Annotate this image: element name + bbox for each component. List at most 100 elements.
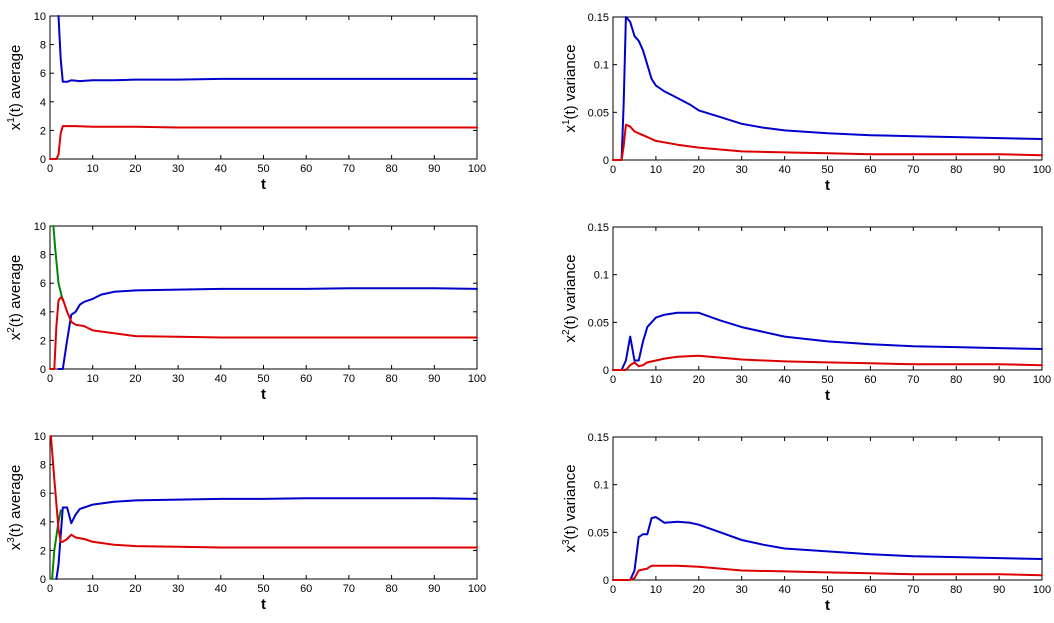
y-label-var: x	[7, 122, 24, 130]
x-tick-label: 20	[693, 164, 705, 176]
axes-frame	[49, 225, 478, 370]
y-label-var: x	[7, 332, 24, 340]
y-label-var: x	[562, 125, 579, 133]
series-blue-line	[612, 516, 1043, 581]
series-red-line	[49, 296, 478, 370]
y-label-superscript: 3	[6, 537, 17, 543]
y-tick-label: 2	[40, 335, 46, 347]
y-tick-label: 6	[40, 68, 46, 80]
x-tick-label: 40	[778, 584, 790, 596]
y-tick-label: 4	[40, 307, 46, 319]
y-tick-label: 4	[40, 517, 46, 529]
x-tick-label: 100	[1033, 164, 1051, 176]
x-tick-label: 20	[693, 584, 705, 596]
subplot-4: 0 10 20 30 40 50 60 70 80 90 100 0 0.05 0.1 0.15 t x2(t)…	[561, 222, 1051, 404]
x-tick-label: 70	[343, 373, 355, 385]
y-tick-label: 4	[40, 97, 46, 109]
y-axis-label: x1(t) average	[6, 45, 24, 131]
y-axis-label: x3(t) variance	[561, 464, 579, 552]
x-tick-label: 10	[650, 584, 662, 596]
subplot-2: 0 10 20 30 40 50 60 70 80 90 100 0 0.05 0.1 0.15 t x1(t)…	[561, 12, 1051, 194]
y-label-var: x	[562, 335, 579, 343]
x-axis-label: t	[825, 387, 830, 404]
y-label-rest: (t) variance	[562, 464, 579, 539]
x-tick-label: 50	[257, 373, 269, 385]
series-blue-line	[612, 311, 1043, 371]
subplot-6: 0 10 20 30 40 50 60 70 80 90 100 0 0.05 0.1 0.15 t x3(t)…	[561, 432, 1051, 614]
y-tick-label: 0	[40, 574, 46, 586]
x-tick-label: 10	[87, 163, 99, 175]
x-tick-label: 60	[864, 584, 876, 596]
x-tick-label: 90	[993, 584, 1005, 596]
x-tick-label: 30	[736, 374, 748, 386]
x-tick-label: 40	[778, 164, 790, 176]
x-tick-label: 10	[87, 373, 99, 385]
y-tick-label: 10	[34, 221, 46, 233]
x-tick-label: 100	[1033, 584, 1051, 596]
x-tick-label: 50	[257, 163, 269, 175]
x-tick-label: 60	[864, 164, 876, 176]
x-tick-label: 90	[428, 163, 440, 175]
x-tick-label: 50	[821, 374, 833, 386]
y-label-superscript: 2	[561, 329, 572, 335]
x-tick-label: 60	[300, 373, 312, 385]
y-tick-label: 2	[40, 545, 46, 557]
series-red-line	[612, 123, 1043, 161]
y-label-rest: (t) average	[7, 255, 24, 328]
y-tick-label: 0	[40, 364, 46, 376]
x-tick-label: 50	[821, 164, 833, 176]
y-tick-label: 6	[40, 488, 46, 500]
y-label-rest: (t) average	[7, 465, 24, 538]
series-blue-line	[612, 16, 1043, 161]
x-tick-label: 20	[129, 163, 141, 175]
series-red-line	[49, 435, 478, 549]
x-tick-label: 100	[468, 373, 486, 385]
x-axis-label: t	[261, 176, 266, 193]
y-axis-label: x2(t) average	[6, 255, 24, 341]
series-blue-line	[57, 15, 478, 83]
x-tick-label: 0	[610, 374, 616, 386]
y-axis-label: x1(t) variance	[561, 44, 579, 132]
y-label-rest: (t) average	[7, 45, 24, 118]
y-tick-label: 0.05	[588, 107, 609, 119]
x-tick-label: 30	[736, 164, 748, 176]
x-axis-label: t	[825, 597, 830, 614]
y-axis-label: x2(t) variance	[561, 254, 579, 342]
x-tick-label: 80	[385, 583, 397, 595]
y-tick-label: 0	[603, 155, 609, 167]
x-tick-label: 70	[343, 583, 355, 595]
y-label-superscript: 3	[561, 539, 572, 545]
series-red-line	[49, 125, 478, 160]
x-tick-label: 80	[950, 164, 962, 176]
series-green-line	[51, 509, 62, 580]
series-blue-line	[55, 497, 478, 580]
x-tick-label: 0	[47, 163, 53, 175]
x-tick-label: 70	[907, 164, 919, 176]
x-tick-label: 20	[129, 583, 141, 595]
x-tick-label: 90	[428, 373, 440, 385]
x-axis-label: t	[261, 596, 266, 613]
x-tick-label: 60	[300, 583, 312, 595]
x-tick-label: 70	[907, 374, 919, 386]
y-tick-label: 0.15	[588, 432, 609, 444]
x-tick-label: 0	[610, 164, 616, 176]
x-tick-label: 30	[172, 373, 184, 385]
y-tick-label: 0	[40, 154, 46, 166]
y-label-rest: (t) variance	[562, 44, 579, 119]
y-tick-label: 0.05	[588, 317, 609, 329]
subplot-5: 0 10 20 30 40 50 60 70 80 90 100 0 2 4 6 8 10 t x3(t) aver…	[6, 431, 486, 613]
x-tick-label: 40	[215, 163, 227, 175]
x-axis-label: t	[261, 386, 266, 403]
y-tick-label: 0.1	[594, 60, 609, 72]
x-tick-label: 100	[1033, 374, 1051, 386]
x-tick-label: 60	[864, 374, 876, 386]
y-tick-label: 8	[40, 250, 46, 262]
y-tick-label: 10	[34, 11, 46, 23]
series-red-line	[612, 564, 1043, 581]
y-tick-label: 0.1	[594, 480, 609, 492]
x-tick-label: 80	[385, 163, 397, 175]
x-tick-label: 20	[693, 374, 705, 386]
x-tick-label: 90	[993, 164, 1005, 176]
x-tick-label: 90	[428, 583, 440, 595]
